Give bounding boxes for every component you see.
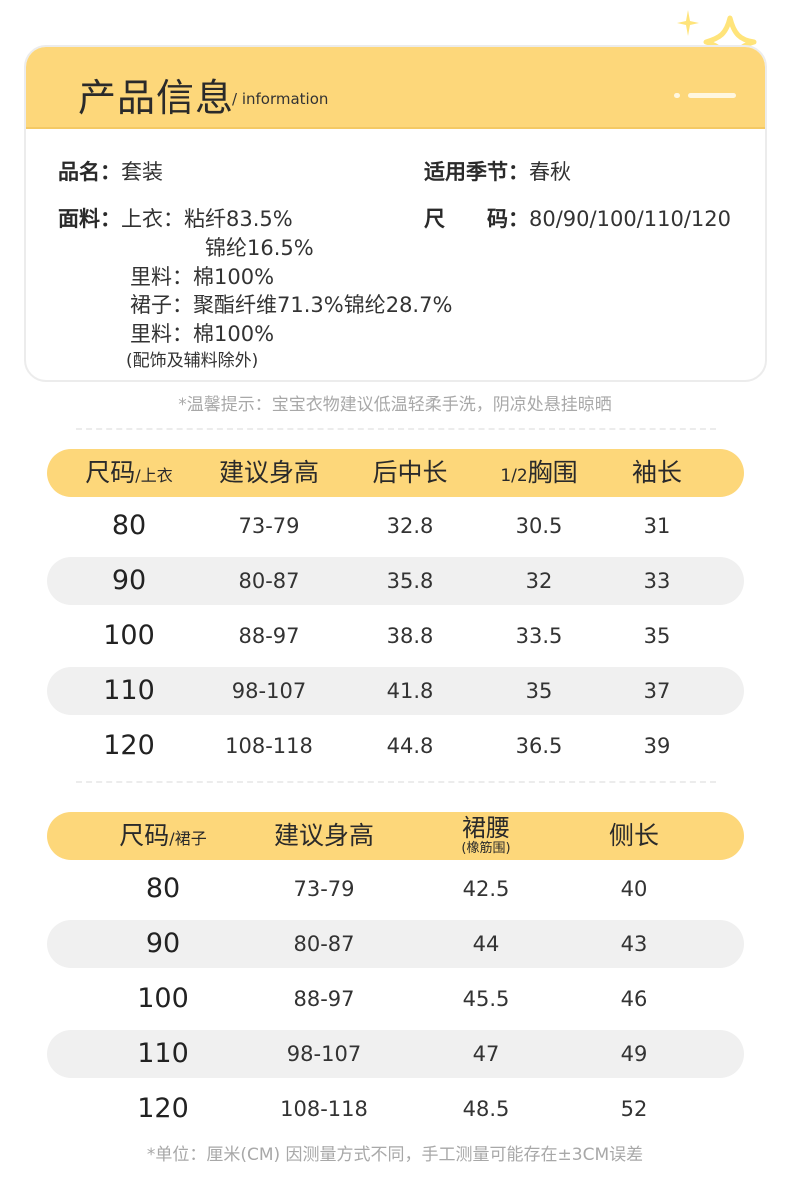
table-cell: 108-118 bbox=[225, 734, 313, 758]
col-height: 建议身高 bbox=[218, 458, 320, 487]
table-cell: 35 bbox=[525, 679, 553, 703]
table-cell: 31 bbox=[643, 514, 671, 538]
table-cell: 80 bbox=[111, 510, 147, 541]
header-decor-dot bbox=[674, 93, 680, 98]
table-row: 100 88-97 38.8 33.5 35 bbox=[47, 612, 744, 660]
table-row: 110 98-107 47 49 bbox=[47, 1030, 744, 1078]
unit-note: *单位：厘米(CM) 因测量方式不同，手工测量可能存在±3CM误差 bbox=[146, 1145, 644, 1165]
table-cell: 33 bbox=[643, 569, 671, 593]
table-cell: 36.5 bbox=[515, 734, 563, 758]
table-cell: 80 bbox=[145, 873, 181, 904]
col-side-length: 侧长 bbox=[608, 821, 660, 850]
table-cell: 35.8 bbox=[386, 569, 434, 593]
wash-tip: *温馨提示：宝宝衣物建议低温轻柔手洗，阴凉处悬挂晾晒 bbox=[178, 395, 612, 415]
table-cell: 41.8 bbox=[386, 679, 434, 703]
col-height: 建议身高 bbox=[273, 821, 375, 850]
table-cell: 80-87 bbox=[293, 932, 355, 956]
fabric-skirt: 裙子：聚酯纤维71.3%锦纶28.7% bbox=[130, 293, 453, 317]
table-row: 120 108-118 48.5 52 bbox=[47, 1085, 744, 1133]
col-waist: 裙腰 (橡筋围) bbox=[461, 814, 511, 856]
col-back-length: 后中长 bbox=[372, 458, 448, 487]
table-cell: 88-97 bbox=[238, 624, 300, 648]
table-cell: 52 bbox=[620, 1097, 648, 1121]
card-subtitle: / information bbox=[232, 90, 329, 108]
table-row: 80 73-79 32.8 30.5 31 bbox=[47, 502, 744, 550]
col-size: 尺码/上衣 bbox=[85, 458, 173, 487]
table-cell: 90 bbox=[145, 928, 181, 959]
table-cell: 98-107 bbox=[231, 679, 307, 703]
divider bbox=[76, 428, 716, 430]
table-cell: 44 bbox=[472, 932, 500, 956]
col-sleeve: 袖长 bbox=[631, 458, 683, 487]
table-cell: 35 bbox=[643, 624, 671, 648]
table-cell: 37 bbox=[643, 679, 671, 703]
table-row: 90 80-87 44 43 bbox=[47, 920, 744, 968]
col-chest: 1/2胸围 bbox=[500, 458, 578, 487]
table-cell: 90 bbox=[111, 565, 147, 596]
season: 适用季节：春秋 bbox=[424, 160, 571, 184]
table-cell: 32.8 bbox=[386, 514, 434, 538]
col-size: 尺码/裙子 bbox=[119, 821, 207, 850]
top-table-header: 尺码/上衣 建议身高 后中长 1/2胸围 袖长 bbox=[47, 449, 744, 497]
table-cell: 39 bbox=[643, 734, 671, 758]
product-info-card: 产品信息 / information bbox=[24, 45, 767, 382]
table-cell: 49 bbox=[620, 1042, 648, 1066]
lining-skirt: 里料：棉100% bbox=[130, 322, 275, 346]
size-list: 尺 码：80/90/100/110/120 bbox=[424, 207, 731, 231]
product-name: 品名：套装 bbox=[58, 160, 163, 184]
table-row: 90 80-87 35.8 32 33 bbox=[47, 557, 744, 605]
table-row: 80 73-79 42.5 40 bbox=[47, 865, 744, 913]
accessories-note: (配饰及辅料除外) bbox=[126, 351, 259, 371]
card-header: 产品信息 / information bbox=[26, 47, 765, 129]
table-cell: 88-97 bbox=[293, 987, 355, 1011]
table-cell: 100 bbox=[103, 620, 155, 651]
table-cell: 120 bbox=[103, 730, 155, 761]
fabric-top-second: 锦纶16.5% bbox=[205, 236, 314, 260]
lining-top: 里料：棉100% bbox=[130, 265, 275, 289]
table-row: 120 108-118 44.8 36.5 39 bbox=[47, 722, 744, 770]
table-cell: 73-79 bbox=[238, 514, 300, 538]
table-cell: 46 bbox=[620, 987, 648, 1011]
table-row: 100 88-97 45.5 46 bbox=[47, 975, 744, 1023]
table-cell: 47 bbox=[472, 1042, 500, 1066]
table-cell: 108-118 bbox=[280, 1097, 368, 1121]
table-cell: 100 bbox=[137, 983, 189, 1014]
table-cell: 38.8 bbox=[386, 624, 434, 648]
table-cell: 33.5 bbox=[515, 624, 563, 648]
table-cell: 40 bbox=[620, 877, 648, 901]
table-cell: 110 bbox=[103, 675, 155, 706]
skirt-table-header: 尺码/裙子 建议身高 裙腰 (橡筋围) 侧长 bbox=[47, 812, 744, 860]
table-cell: 80-87 bbox=[238, 569, 300, 593]
table-cell: 73-79 bbox=[293, 877, 355, 901]
table-cell: 42.5 bbox=[462, 877, 510, 901]
table-cell: 45.5 bbox=[462, 987, 510, 1011]
fabric-label: 面料：上衣：粘纤83.5% bbox=[58, 207, 293, 231]
header-decor-line bbox=[688, 93, 736, 98]
table-cell: 110 bbox=[137, 1038, 189, 1069]
table-cell: 44.8 bbox=[386, 734, 434, 758]
table-cell: 43 bbox=[620, 932, 648, 956]
table-cell: 98-107 bbox=[286, 1042, 362, 1066]
table-cell: 32 bbox=[525, 569, 553, 593]
card-title: 产品信息 bbox=[78, 76, 235, 120]
table-cell: 48.5 bbox=[462, 1097, 510, 1121]
table-row: 110 98-107 41.8 35 37 bbox=[47, 667, 744, 715]
table-cell: 30.5 bbox=[515, 514, 563, 538]
divider bbox=[76, 781, 716, 783]
table-cell: 120 bbox=[137, 1093, 189, 1124]
